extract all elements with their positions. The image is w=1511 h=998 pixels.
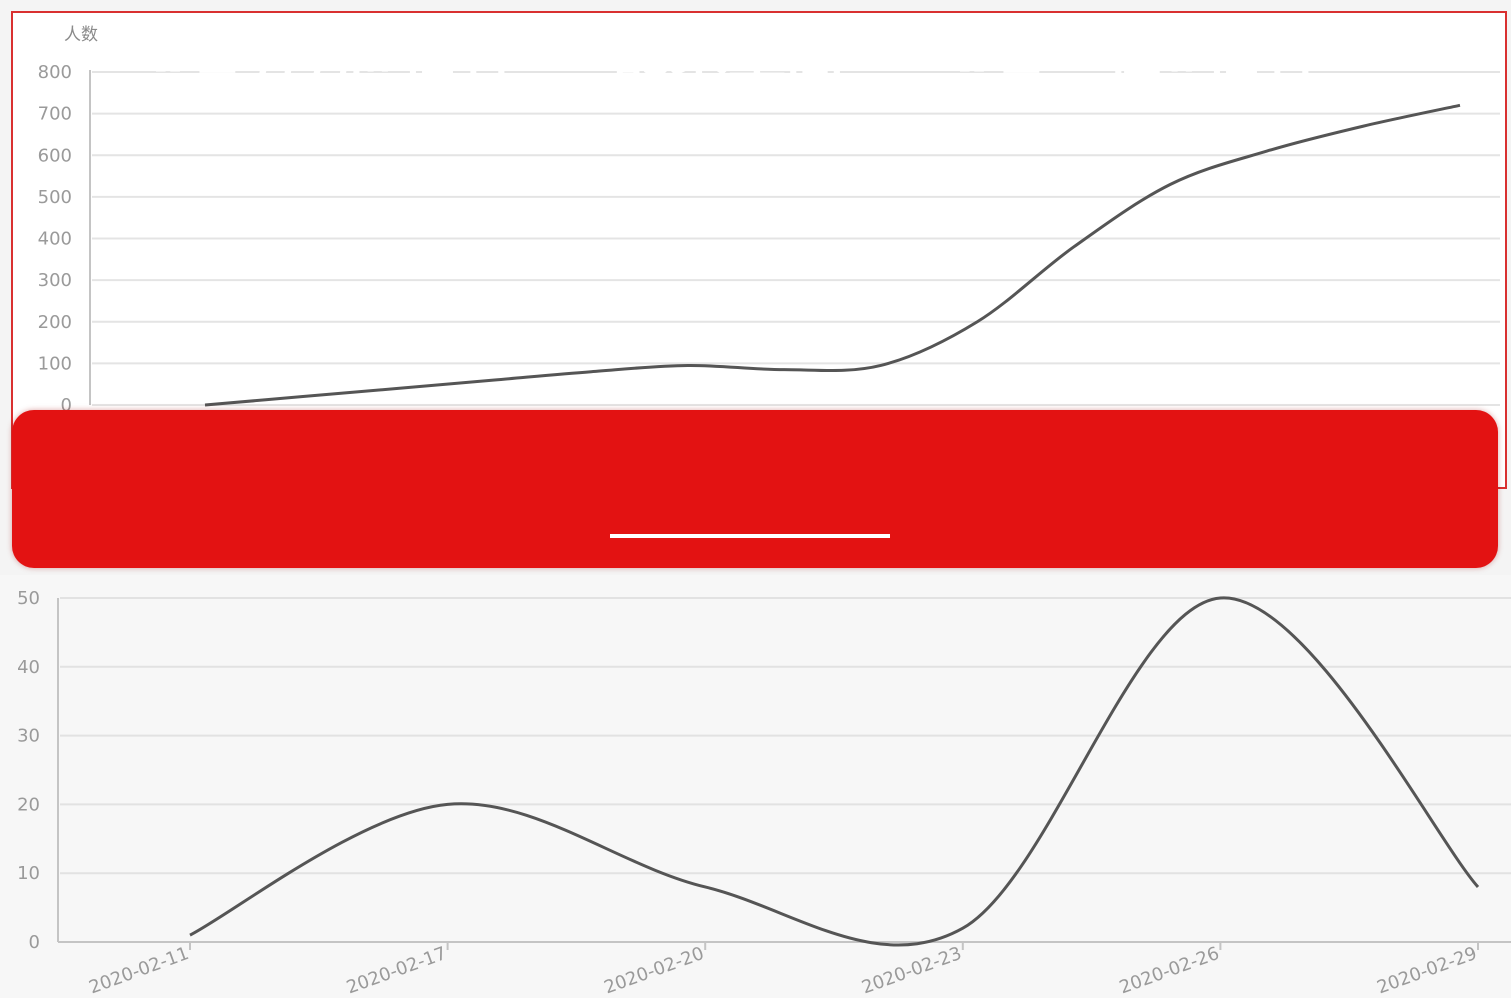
bottom-chart-area: [0, 575, 1511, 998]
banner-right-text: “高品质”课堂: [954, 42, 1321, 110]
bottom-y-tick-label: 30: [17, 726, 40, 747]
top-chart-series-line: [204, 103, 1461, 407]
bottom-y-tick-label: 40: [17, 657, 40, 678]
top-y-tick-label: 0: [61, 395, 72, 416]
top-y-tick-label: 700: [38, 104, 72, 125]
top-chart-y-ticks: 0 100 200 300 400 500 600 700 800: [38, 62, 72, 416]
bottom-chart-gridlines: [60, 597, 1511, 875]
bottom-y-tick-label: 10: [17, 863, 40, 884]
top-y-tick-label: 200: [38, 312, 72, 333]
bottom-y-tick-label: 50: [17, 588, 40, 609]
top-y-tick-label: 800: [38, 62, 72, 83]
bottom-y-tick-label: 0: [29, 932, 40, 953]
headline-banner: [12, 410, 1498, 568]
top-chart-y-axis-label: 人数: [64, 25, 98, 45]
banner-middle-text: 能否等同: [612, 42, 845, 110]
top-chart-gridlines: [92, 71, 1500, 406]
bottom-y-tick-label: 20: [17, 794, 40, 815]
top-chart-frame: [11, 11, 1507, 489]
top-y-tick-label: 100: [38, 353, 72, 374]
top-y-tick-label: 600: [38, 145, 72, 166]
bottom-chart-y-ticks: 0 10 20 30 40 50: [17, 588, 40, 953]
top-y-tick-label: 500: [38, 187, 72, 208]
bottom-chart-series-line: [189, 596, 1480, 947]
banner-left-text: “高互动”课堂: [150, 42, 517, 110]
banner-middle-underline: [610, 534, 890, 538]
top-y-tick-label: 300: [38, 270, 72, 291]
top-y-tick-label: 400: [38, 229, 72, 250]
